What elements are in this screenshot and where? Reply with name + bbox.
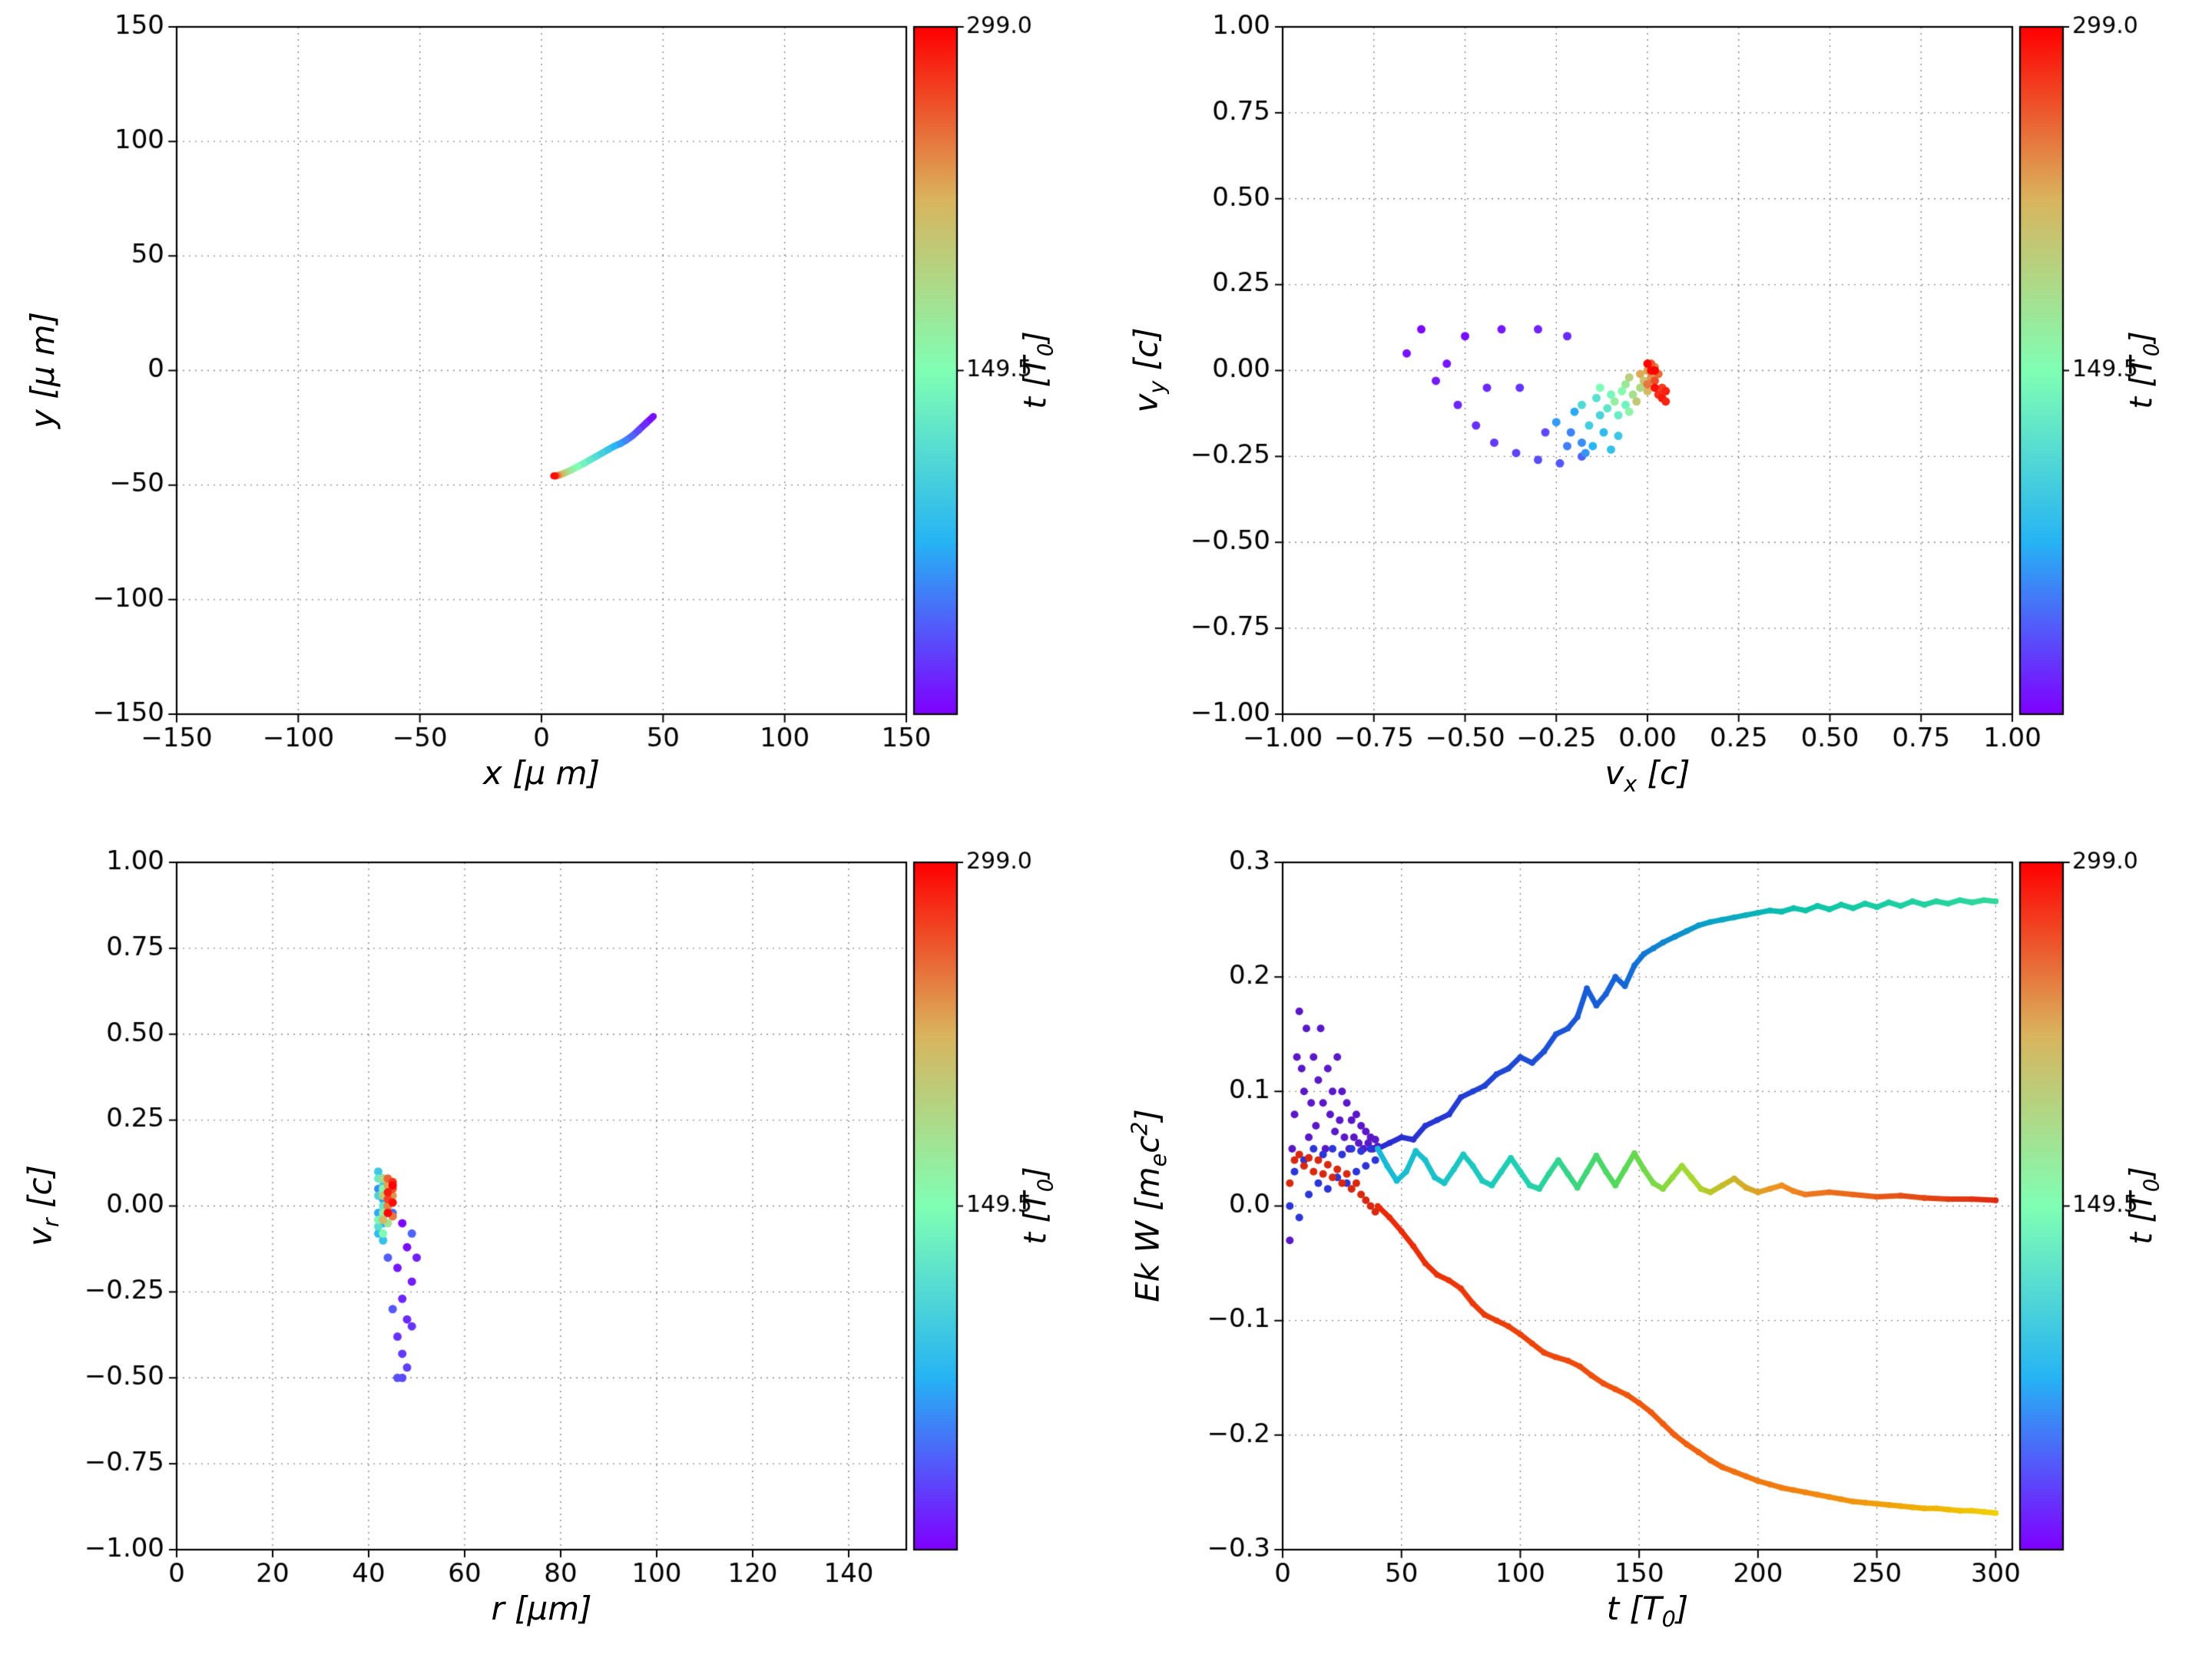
colorbar-label-rvr: t [T0]: [1018, 1166, 1058, 1245]
panel-velocity-space: vy [c] vx [c] t [T0]: [1106, 0, 2212, 836]
vxvy-plot-canvas: [1106, 0, 2212, 836]
x-axis-label-time: t [T0]: [1606, 1590, 1689, 1633]
colorbar-label-energy: t [T0]: [2124, 1166, 2164, 1245]
panel-radial-phase-space: vr [c] r [μm] t [T0]: [0, 836, 1106, 1671]
rvr-plot-canvas: [0, 836, 1106, 1671]
x-axis-label-xy: x [μ m]: [483, 754, 600, 792]
colorbar-label-vxvy: t [T0]: [2124, 331, 2164, 409]
y-axis-label-xy: y [μ m]: [24, 312, 61, 429]
colorbar-label-xy: t [T0]: [1018, 331, 1058, 409]
xy-plot-canvas: [0, 0, 1106, 836]
x-axis-label-r: r [μm]: [491, 1590, 592, 1627]
y-axis-label-vy: vy [c]: [1127, 327, 1170, 413]
energy-plot-canvas: [1106, 836, 2212, 1671]
y-axis-label-vr: vr [c]: [21, 1165, 64, 1246]
x-axis-label-vx: vx [c]: [1604, 754, 1690, 797]
panel-energy-time: Ek W [mec2] t [T0] t [T0]: [1106, 836, 2212, 1671]
y-axis-label-energy: Ek W [mec2]: [1126, 1109, 1171, 1302]
panel-position-space: y [μ m] x [μ m] t [T0]: [0, 0, 1106, 836]
